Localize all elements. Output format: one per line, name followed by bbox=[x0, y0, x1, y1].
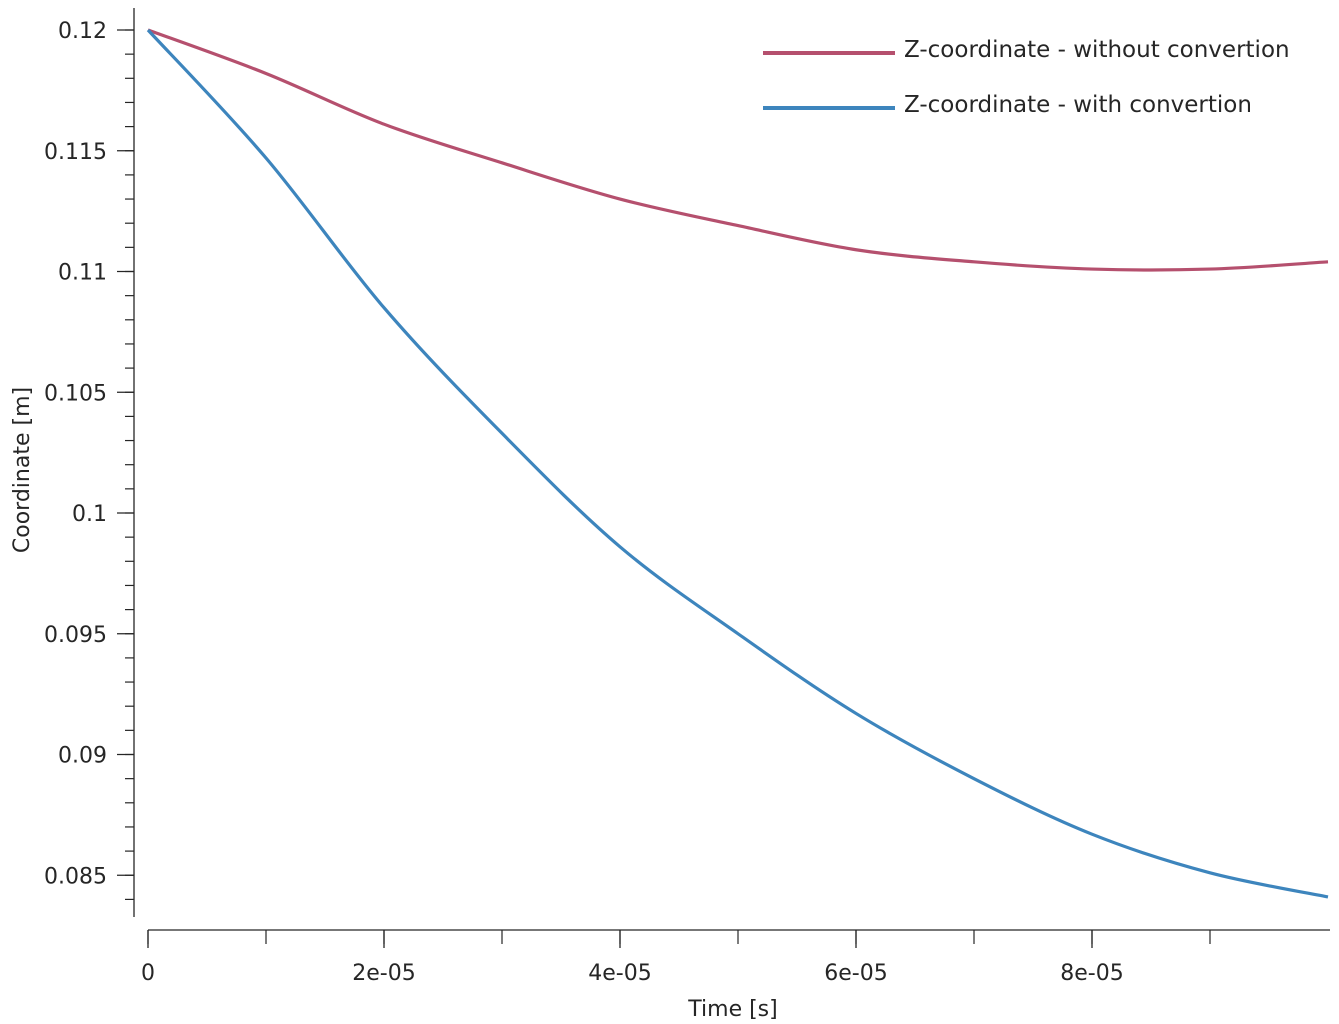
y-tick-label: 0.09 bbox=[58, 744, 107, 769]
series-line-1 bbox=[146, 28, 1329, 899]
x-tick-label: 2e-05 bbox=[352, 961, 415, 986]
x-axis: 0 2e-05 4e-05 6e-05 8e-05 bbox=[141, 929, 1330, 986]
y-tick-label: 0.085 bbox=[44, 864, 107, 889]
legend-item-without-convertion: Z-coordinate - without convertion bbox=[763, 37, 1290, 63]
legend-label: Z-coordinate - without convertion bbox=[904, 37, 1290, 63]
y-tick-label: 0.1 bbox=[72, 502, 107, 527]
x-tick-label: 4e-05 bbox=[588, 961, 651, 986]
y-axis-title: Coordinate [m] bbox=[10, 387, 35, 553]
x-tick-label: 8e-05 bbox=[1060, 961, 1123, 986]
x-tick-label: 6e-05 bbox=[824, 961, 887, 986]
y-tick-label: 0.095 bbox=[44, 623, 107, 648]
legend: Z-coordinate - without convertion Z-coor… bbox=[763, 37, 1290, 118]
y-tick-label: 0.12 bbox=[58, 19, 107, 44]
plot-area bbox=[146, 28, 1329, 899]
x-axis-title: Time [s] bbox=[687, 997, 777, 1022]
x-tick-label: 0 bbox=[141, 961, 155, 986]
y-tick-label: 0.115 bbox=[44, 140, 107, 165]
y-axis: 0.12 0.115 0.11 0.105 0.1 0.095 0.09 0.085 bbox=[44, 8, 135, 917]
legend-item-with-convertion: Z-coordinate - with convertion bbox=[763, 92, 1252, 118]
y-tick-label: 0.105 bbox=[44, 381, 107, 406]
legend-label: Z-coordinate - with convertion bbox=[904, 92, 1252, 118]
y-tick-label: 0.11 bbox=[58, 261, 107, 286]
series-line-0 bbox=[147, 28, 1329, 272]
